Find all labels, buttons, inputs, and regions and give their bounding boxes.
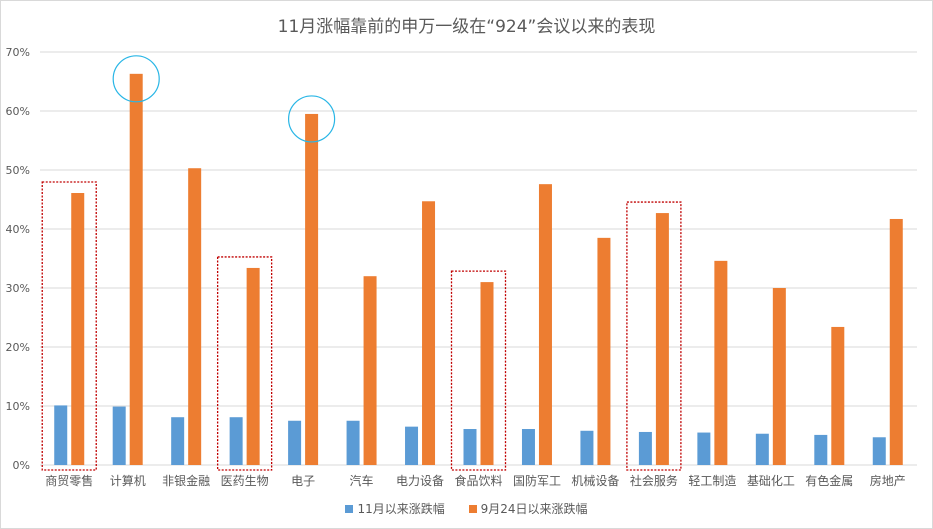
x-tick-label: 社会服务: [630, 473, 678, 488]
bar-nov: [814, 434, 828, 465]
x-tick-label: 轻工制造: [688, 474, 736, 488]
x-tick-label: 食品饮料: [454, 473, 502, 488]
legend-label: 9月24日以来涨跌幅: [480, 502, 588, 516]
bar-sep24: [305, 113, 319, 465]
highlight-circle: [112, 55, 160, 103]
bar-nov: [755, 433, 769, 465]
x-tick-label: 基础化工: [747, 474, 795, 488]
bar-sep24: [422, 201, 436, 465]
y-tick-label: 0%: [13, 459, 30, 472]
y-tick-label: 40%: [6, 223, 30, 236]
bar-nov: [405, 426, 419, 465]
highlight-box: [216, 256, 273, 471]
x-tick-label: 商贸零售: [45, 473, 93, 488]
legend-swatch-blue: [345, 504, 354, 513]
x-tick-label: 计算机: [110, 473, 146, 488]
legend-item-series-2: 9月24日以来涨跌幅: [468, 500, 588, 517]
bar-sep24: [714, 260, 728, 465]
x-tick-label: 机械设备: [571, 473, 619, 488]
bar-sep24: [597, 237, 611, 465]
bar-nov: [872, 437, 886, 465]
bar-nov: [521, 429, 535, 465]
x-tick-label: 电子: [291, 474, 315, 488]
y-tick-label: 60%: [6, 105, 30, 118]
x-tick-label: 汽车: [350, 473, 374, 488]
bar-nov: [288, 420, 302, 465]
x-tick-label: 非银金融: [162, 473, 210, 488]
chart-title: 11月涨幅靠前的申万一级在“924”会议以来的表现: [277, 17, 656, 37]
highlight-box: [450, 270, 507, 471]
y-tick-label: 50%: [6, 164, 30, 177]
highlight-circle: [288, 95, 336, 143]
bar-nov: [638, 431, 652, 465]
bar-nov: [54, 405, 68, 465]
bar-nov: [580, 430, 594, 465]
y-tick-label: 70%: [6, 46, 30, 59]
x-tick-label: 医药生物: [221, 474, 269, 488]
bar-sep24: [363, 276, 377, 465]
x-tick-label: 有色金属: [805, 473, 853, 488]
bar-sep24: [480, 282, 494, 465]
bar-nov: [171, 417, 185, 465]
bar-sep24: [889, 218, 903, 465]
x-tick-label: 国防军工: [513, 473, 561, 488]
legend-swatch-orange: [468, 504, 477, 513]
legend-item-series-1: 11月以来涨跌幅: [345, 500, 445, 517]
x-tick-label: 房地产: [870, 473, 906, 488]
bar-sep24: [772, 288, 786, 465]
y-tick-label: 10%: [6, 400, 30, 413]
bar-nov: [697, 432, 711, 465]
bar-sep24: [188, 168, 202, 466]
y-tick-label: 30%: [6, 282, 30, 295]
x-tick-label: 电力设备: [396, 474, 444, 488]
bar-nov: [229, 417, 243, 465]
bar-sep24: [655, 213, 669, 465]
legend-label: 11月以来涨跌幅: [357, 502, 445, 516]
bar-sep24: [129, 73, 143, 465]
bar-nov: [112, 406, 126, 465]
bar-nov: [346, 420, 360, 465]
bar-sep24: [246, 267, 260, 465]
highlight-box: [626, 201, 682, 471]
legend: 11月以来涨跌幅 9月24日以来涨跌幅: [0, 500, 933, 517]
bar-sep24: [538, 184, 552, 465]
y-tick-label: 20%: [6, 341, 30, 354]
bar-sep24: [831, 326, 845, 465]
bar-nov: [463, 429, 477, 465]
highlight-box: [41, 181, 97, 471]
bar-sep24: [71, 193, 85, 465]
